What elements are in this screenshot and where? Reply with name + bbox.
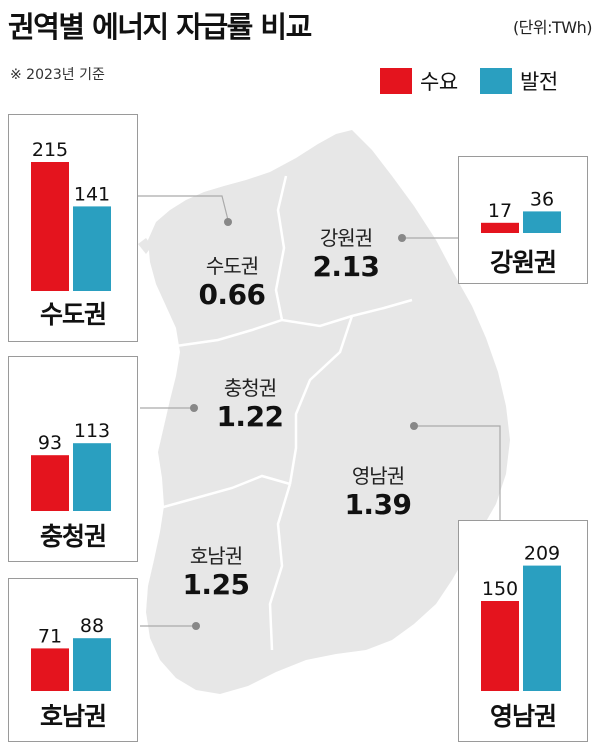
region-box-chungcheong: 93 113 충청권	[8, 356, 138, 562]
page-title: 권역별 에너지 자급률 비교	[8, 10, 312, 44]
border-chungcheong-honam	[159, 474, 291, 510]
bar-demand-yeongnam	[481, 601, 519, 691]
dot-yeongnam	[410, 422, 418, 430]
map-label-chungcheong-name: 충청권	[223, 376, 277, 400]
map-label-honam-name: 호남권	[189, 544, 243, 568]
region-box-sudo-name: 수도권	[39, 300, 107, 329]
region-chart-yeongnam: 150 209	[481, 543, 561, 691]
map-label-sudo-value: 0.66	[198, 278, 266, 311]
data-label-demand-chungcheong: 93	[38, 432, 62, 454]
bar-generation-gangwon	[523, 211, 561, 233]
legend-generation-label: 발전	[520, 70, 558, 94]
korea-small-island	[138, 238, 152, 254]
region-box-gangwon-name: 강원권	[489, 248, 557, 277]
region-borders	[159, 175, 413, 651]
border-sudo-gangwon	[274, 175, 288, 321]
map-label-sudo-name: 수도권	[205, 254, 259, 278]
data-label-generation-honam: 88	[80, 615, 104, 637]
data-label-demand-yeongnam: 150	[482, 578, 518, 600]
data-label-generation-chungcheong: 113	[74, 420, 110, 442]
dot-chungcheong	[190, 404, 198, 412]
data-label-demand-sudo: 215	[32, 139, 68, 161]
bar-demand-chungcheong	[31, 455, 69, 511]
border-chungcheong-yeongnam	[288, 315, 354, 485]
bar-generation-yeongnam	[523, 565, 561, 691]
bar-generation-honam	[73, 638, 111, 691]
region-chart-honam: 71 88	[31, 615, 111, 691]
legend-demand: 수요	[380, 66, 458, 96]
bar-generation-sudo	[73, 206, 111, 291]
map-label-gangwon-value: 2.13	[312, 250, 380, 283]
connector-yeongnam	[412, 425, 501, 522]
region-box-honam: 71 88 호남권	[8, 578, 138, 742]
region-box-yeongnam-name: 영남권	[489, 702, 557, 731]
data-label-generation-gangwon: 36	[530, 188, 554, 210]
data-label-generation-sudo: 141	[74, 183, 110, 205]
region-dots	[190, 218, 418, 630]
region-box-gangwon: 17 36 강원권	[458, 156, 588, 284]
region-box-yeongnam: 150 209 영남권	[458, 520, 588, 742]
base-year-note: ※ 2023년 기준	[10, 67, 105, 83]
map-label-yeongnam-name: 영남권	[351, 464, 405, 488]
dot-gangwon	[398, 234, 406, 242]
bar-demand-sudo	[31, 162, 69, 291]
legend-demand-label: 수요	[420, 70, 458, 94]
map-label-yeongnam-value: 1.39	[344, 488, 412, 521]
map-label-honam-value: 1.25	[182, 568, 250, 601]
map-label-chungcheong-value: 1.22	[216, 400, 284, 433]
bar-demand-honam	[31, 648, 69, 691]
korea-map-silhouette	[146, 130, 510, 694]
region-box-honam-name: 호남권	[39, 702, 107, 731]
border-honam-yeongnam	[268, 483, 292, 651]
region-chart-sudo: 215 141	[31, 139, 111, 291]
dot-honam	[192, 622, 200, 630]
dot-sudo	[224, 218, 232, 226]
legend-generation-swatch	[480, 68, 512, 94]
legend-generation: 발전	[480, 66, 558, 96]
connectors	[138, 195, 501, 627]
legend-demand-swatch	[380, 68, 412, 94]
region-chart-chungcheong: 93 113	[31, 420, 111, 511]
border-sudo-chungcheong	[175, 298, 413, 348]
map-label-gangwon-name: 강원권	[319, 226, 373, 250]
region-box-sudo: 215 141 수도권	[8, 114, 138, 342]
data-label-demand-gangwon: 17	[488, 200, 512, 222]
region-box-chungcheong-name: 충청권	[39, 522, 107, 551]
data-label-demand-honam: 71	[38, 625, 62, 647]
unit-label: (단위:TWh)	[512, 18, 593, 37]
bar-generation-chungcheong	[73, 443, 111, 511]
bar-demand-gangwon	[481, 222, 519, 233]
connector-sudo	[138, 195, 229, 221]
data-label-generation-yeongnam: 209	[524, 543, 560, 565]
